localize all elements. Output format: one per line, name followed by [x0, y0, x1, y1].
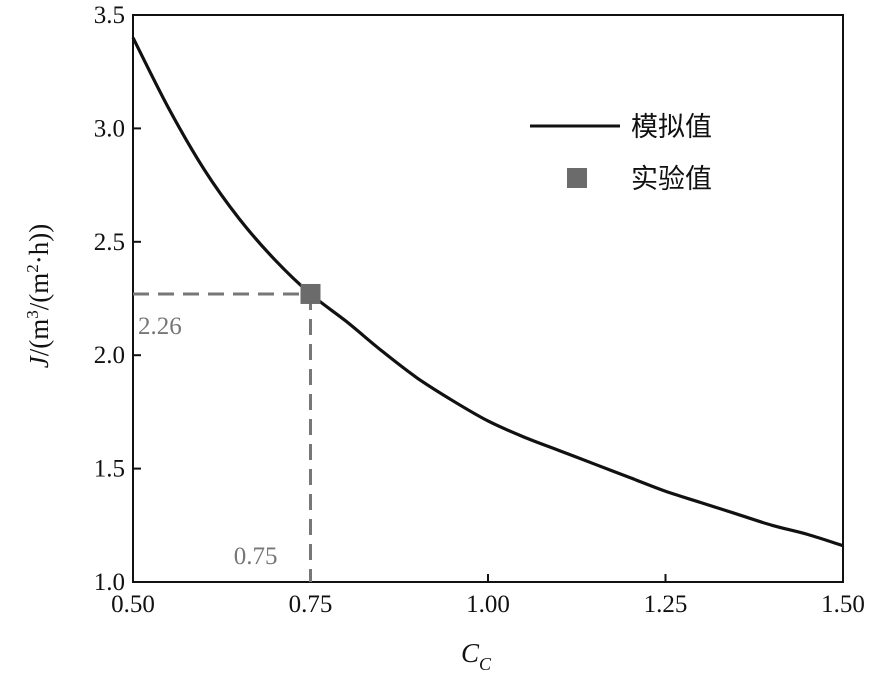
y-tick-label: 1.5 [94, 456, 125, 483]
y-axis-title: J/(m3/(m2·h)) [23, 224, 54, 368]
x-tick-label: 1.25 [644, 591, 688, 618]
annotation-label: 0.75 [234, 543, 278, 570]
y-tick-label: 3.5 [94, 2, 125, 29]
x-axis-title-sub: C [479, 654, 492, 674]
svg-text:J/(m3/(m2·h)): J/(m3/(m2·h)) [23, 224, 54, 368]
x-axis-title-main: C [461, 638, 480, 668]
legend-label-simulated: 模拟值 [631, 112, 712, 143]
y-tick-label: 1.0 [94, 569, 125, 596]
annotation-label: 2.26 [138, 313, 182, 340]
plot-area: 0.50 0.75 1.00 1.25 1.50 1.0 1.5 2.0 2.5 3.0 3.5 2.… [94, 2, 865, 618]
y-axis-title-unit-prefix: /(m [24, 319, 54, 357]
series-experimental-point [300, 283, 321, 304]
x-tick-label: 1.50 [821, 591, 865, 618]
x-tick-label: 1.00 [466, 591, 510, 618]
legend-label-experimental: 实验值 [631, 164, 712, 195]
y-axis-title-unit-suffix: ·h)) [24, 224, 54, 264]
x-axis-title: CC [461, 638, 492, 674]
y-axis-title-unit-mid: /(m [24, 273, 54, 311]
y-tick-label: 2.5 [94, 229, 125, 256]
series-simulated-line [131, 36, 844, 548]
y-axis-title-sup1: 3 [23, 310, 42, 319]
y-axis-title-sup2: 2 [23, 264, 42, 273]
x-tick-label: 0.75 [289, 591, 333, 618]
y-tick-label: 2.0 [94, 342, 125, 369]
y-axis-title-main: J [24, 354, 54, 368]
legend: 模拟值 实验值 [530, 112, 712, 195]
x-tick-label: 0.50 [111, 591, 155, 618]
y-tick-label: 3.0 [94, 115, 125, 142]
legend-marker-swatch [567, 168, 587, 188]
plot-frame [132, 14, 844, 583]
